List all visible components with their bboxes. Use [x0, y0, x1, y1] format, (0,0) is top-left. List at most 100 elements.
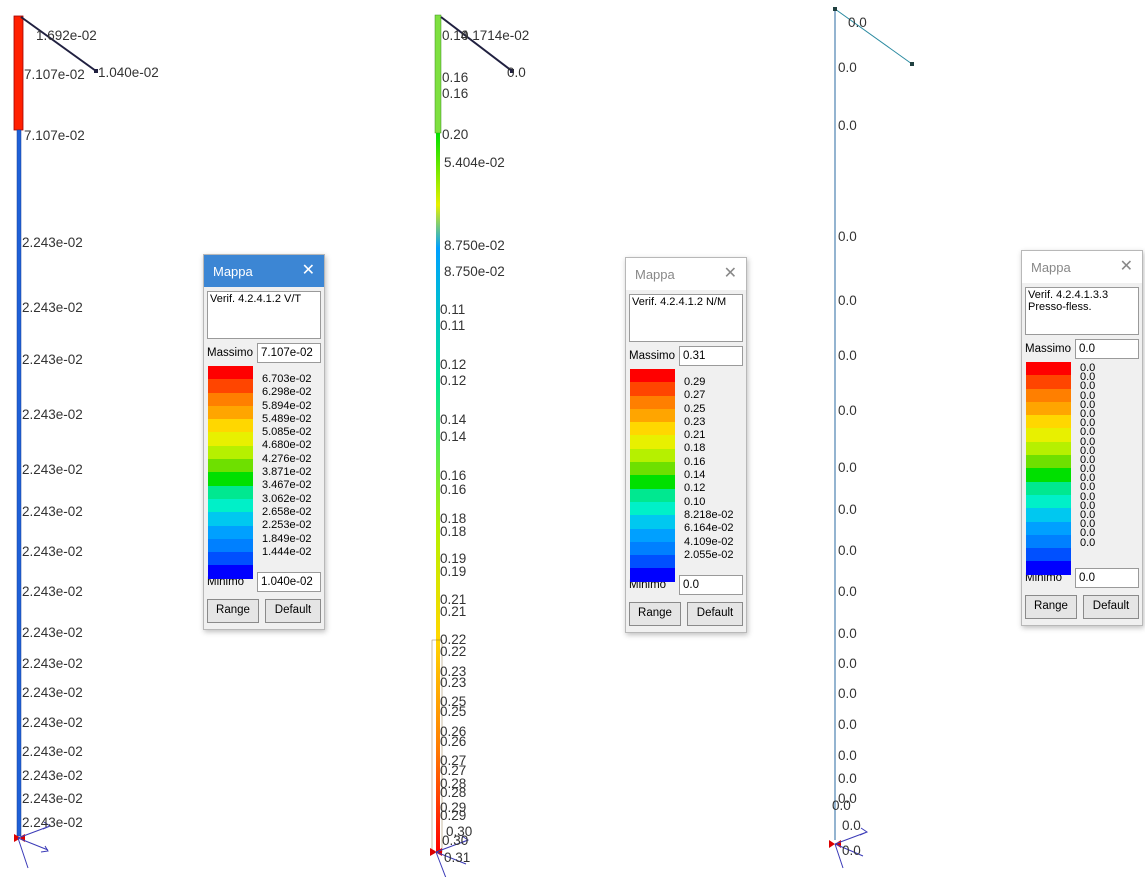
value-label: 0.0 — [838, 60, 857, 75]
legend-level-label: 2.055e-02 — [684, 548, 734, 561]
node — [833, 7, 837, 11]
legend-level-label: 4.276e-02 — [262, 452, 312, 465]
value-label: 0.26 — [440, 734, 466, 749]
verification-description: Verif. 4.2.4.1.2 V/T — [207, 291, 321, 339]
range-button[interactable]: Range — [629, 602, 681, 626]
color-swatch — [208, 472, 253, 486]
legend-level-label: 0.0 — [1080, 435, 1096, 448]
value-label: 0.29 — [440, 808, 466, 823]
legend-level-label: 0.0 — [1080, 371, 1096, 384]
range-button[interactable]: Range — [1025, 595, 1077, 619]
value-label: 2.243e-02 — [22, 352, 83, 367]
value-label: 0.22 — [440, 632, 466, 647]
value-label: 2.243e-02 — [22, 768, 83, 783]
color-swatch — [630, 435, 675, 449]
color-swatch — [1026, 455, 1071, 469]
value-label: 2.243e-02 — [22, 544, 83, 559]
panel-titlebar[interactable]: Mappa ✕ — [204, 255, 324, 287]
min-label: Minimo — [207, 576, 245, 588]
color-swatch — [208, 419, 253, 433]
value-label: 7.107e-02 — [24, 128, 85, 143]
verification-description: Verif. 4.2.4.1.2 N/M — [629, 294, 743, 342]
legend-level-label: 0.29 — [684, 376, 706, 388]
color-swatch — [208, 565, 253, 579]
legend-level-label: 5.489e-02 — [262, 412, 312, 425]
value-label: 1.040e-02 — [98, 65, 159, 80]
color-swatch — [208, 538, 253, 553]
legend-level-label: 0.0 — [1080, 536, 1096, 549]
value-label: 0.0 — [838, 403, 857, 418]
legend-level-label: 3.467e-02 — [262, 479, 312, 492]
legend-level-label: 2.658e-02 — [262, 505, 312, 518]
color-swatch — [1026, 441, 1071, 456]
max-row: Massimo 0.31 — [629, 346, 743, 366]
value-label: 0.16 — [440, 468, 466, 483]
mappa-panel-vt[interactable]: Mappa ✕ Verif. 4.2.4.1.2 V/T Massimo 7.1… — [203, 254, 325, 630]
min-value-field[interactable]: 0.0 — [679, 575, 743, 595]
value-label: 0.14 — [440, 429, 467, 444]
value-label: 0.19 — [440, 564, 466, 579]
legend-level-label: 0.0 — [1080, 509, 1096, 521]
legend-level-label: 0.0 — [1080, 518, 1096, 531]
value-label: 8.750e-02 — [444, 264, 505, 279]
value-label: 0.0 — [838, 717, 857, 732]
color-swatch — [1026, 494, 1071, 509]
value-label: 2.243e-02 — [22, 504, 83, 519]
value-label: 0.0 — [838, 656, 857, 671]
legend-level-label: 0.0 — [1080, 481, 1096, 494]
member-brace — [834, 8, 913, 65]
value-label: 0.26 — [440, 724, 466, 739]
mappa-panel-nm[interactable]: Mappa ✕ Verif. 4.2.4.1.2 N/M Massimo 0.3… — [625, 257, 747, 633]
max-label: Massimo — [207, 347, 254, 359]
panel-titlebar[interactable]: Mappa ✕ — [626, 258, 746, 290]
panel-title: Mappa — [1031, 259, 1071, 275]
member-top-segment — [13, 15, 24, 131]
min-row: Minimo 1.040e-02 — [207, 572, 321, 592]
panel-titlebar[interactable]: Mappa ✕ — [1022, 251, 1142, 283]
value-label: 2.243e-02 — [22, 791, 83, 806]
color-swatch — [208, 485, 253, 499]
color-legend: 0.29 0.27 0.25 0.23 0.21 0.18 0.16 0.14 0.12 0.10… — [629, 369, 743, 582]
legend-level-label: 0.0 — [1080, 472, 1096, 485]
close-icon[interactable]: ✕ — [723, 265, 737, 282]
value-label: 0.16 — [442, 86, 468, 101]
color-swatch — [1026, 468, 1071, 482]
color-swatch — [630, 555, 675, 569]
default-button[interactable]: Default — [265, 599, 321, 623]
legend-level-label: 0.25 — [684, 402, 706, 415]
value-label: 0.28 — [440, 776, 466, 791]
max-value-field[interactable]: 0.31 — [679, 346, 743, 366]
range-button[interactable]: Range — [207, 599, 259, 623]
value-label: 0.28 — [440, 785, 466, 800]
legend-level-label: 0.0 — [1080, 389, 1096, 402]
mappa-panel-pressoflex[interactable]: Mappa ✕ Verif. 4.2.4.1.3.3 Presso-fless.… — [1021, 250, 1143, 626]
color-swatch — [208, 512, 253, 526]
close-icon[interactable]: ✕ — [301, 262, 315, 279]
close-icon[interactable]: ✕ — [1119, 258, 1133, 275]
default-button[interactable]: Default — [687, 602, 743, 626]
value-label: 0.0 — [838, 118, 857, 133]
color-swatch — [1026, 508, 1071, 522]
max-row: Massimo 0.0 — [1025, 339, 1139, 359]
min-label: Minimo — [1025, 572, 1063, 584]
default-button[interactable]: Default — [1083, 595, 1139, 619]
min-value-field[interactable]: 0.0 — [1075, 568, 1139, 588]
legend-level-label: 0.14 — [684, 469, 706, 482]
value-labels: 1.692e-02 1.040e-02 7.107e-02 7.107e-02 … — [22, 28, 159, 830]
color-swatch — [1026, 362, 1071, 376]
legend-level-label: 0.0 — [1080, 362, 1096, 374]
max-value-field[interactable]: 0.0 — [1075, 339, 1139, 359]
max-row: Massimo 7.107e-02 — [207, 343, 321, 363]
legend-levels: 0.0 0.0 0.0 0.0 0.0 0.0 0.0 0.0 0.0 0.0 0.0 0.0 0.0 0… — [1080, 362, 1142, 549]
max-value-field[interactable]: 7.107e-02 — [257, 343, 321, 363]
verification-description: Verif. 4.2.4.1.3.3 Presso-fless. — [1025, 287, 1139, 335]
color-swatch — [208, 392, 253, 406]
value-label: 0.21 — [440, 604, 466, 619]
panel-title: Mappa — [635, 266, 675, 282]
value-label: 0.20 — [442, 127, 468, 142]
legend-level-label: 5.085e-02 — [262, 426, 312, 439]
color-swatch — [1026, 481, 1071, 495]
value-label: 0.11 — [440, 318, 465, 333]
color-swatch — [1026, 521, 1071, 535]
min-value-field[interactable]: 1.040e-02 — [257, 572, 321, 592]
